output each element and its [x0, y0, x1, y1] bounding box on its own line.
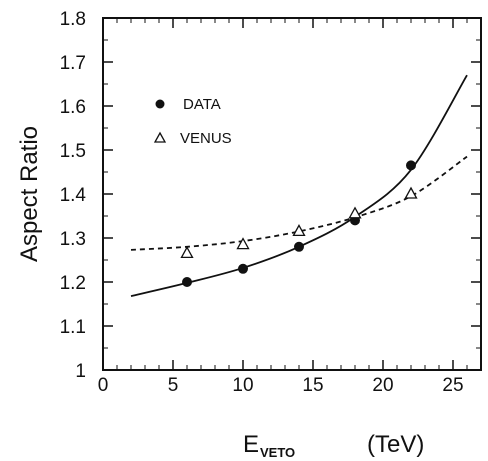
x-tick-label: 20 [372, 375, 393, 396]
y-tick-label: 1.8 [60, 9, 86, 30]
x-axis-title-unit: (TeV) [367, 431, 424, 458]
y-tick-label: 1.5 [60, 141, 86, 162]
x-tick-label: 25 [442, 375, 463, 396]
legend-data-marker [155, 99, 165, 109]
y-tick-label: 1 [75, 361, 86, 382]
x-tick-label: 0 [98, 375, 109, 396]
y-tick-label: 1.3 [60, 229, 86, 250]
x-tick-label: 5 [168, 375, 179, 396]
plot-frame [102, 17, 482, 371]
legend-venus-marker [153, 131, 167, 143]
y-tick-label: 1.7 [60, 53, 86, 74]
y-tick-label: 1.4 [60, 185, 87, 206]
data-point [406, 160, 416, 171]
venus-point [180, 246, 194, 259]
fit-line-data [130, 74, 468, 297]
data-markers [180, 160, 418, 287]
axis-ticks [102, 17, 481, 371]
fit-lines [130, 74, 468, 297]
y-tick-labels: 1 1.1 1.2 1.3 1.4 1.5 1.6 1.7 1.8 [60, 9, 87, 382]
venus-point [236, 237, 250, 250]
x-tick-label: 15 [302, 375, 323, 396]
data-point [294, 241, 304, 252]
data-point [238, 263, 248, 274]
y-tick-label: 1.2 [60, 273, 86, 294]
legend: DATA VENUS [153, 96, 232, 147]
legend-data-label: DATA [183, 96, 221, 113]
y-tick-label: 1.1 [60, 317, 86, 338]
x-axis-title: E VETO (TeV) [243, 431, 424, 460]
x-tick-label: 10 [232, 375, 253, 396]
legend-venus-label: VENUS [180, 130, 232, 147]
y-axis-title: Aspect Ratio [16, 126, 43, 262]
data-point [182, 277, 192, 287]
venus-point [404, 186, 418, 199]
y-tick-label: 1.6 [60, 97, 86, 118]
venus-point [292, 224, 306, 237]
venus-point [348, 206, 362, 219]
x-axis-title-main: E [243, 431, 259, 458]
x-tick-labels: 0 5 10 15 20 25 [98, 375, 464, 396]
x-axis-title-subscript: VETO [260, 445, 295, 460]
